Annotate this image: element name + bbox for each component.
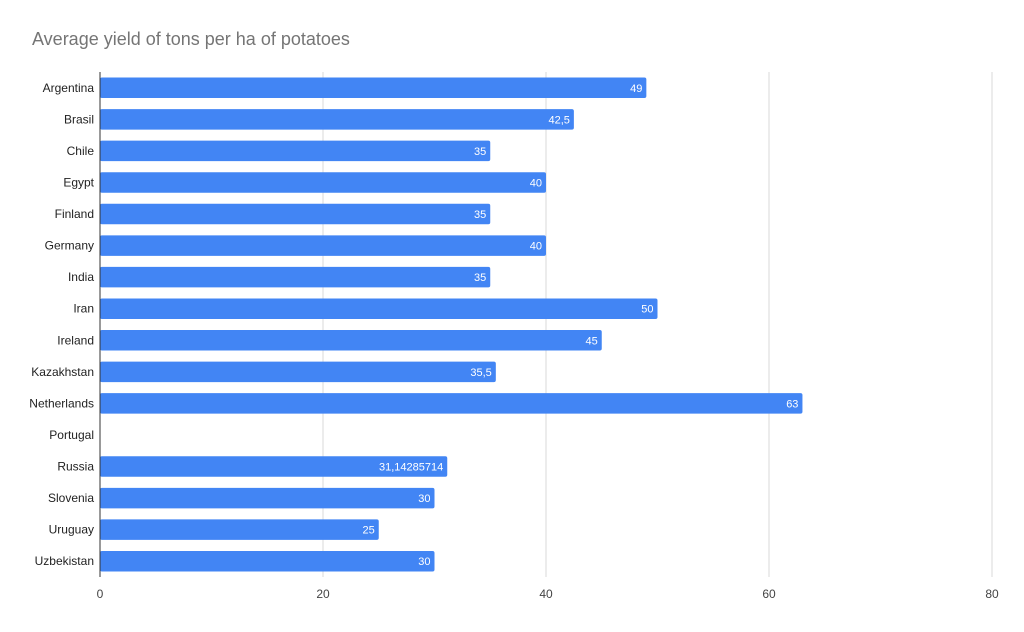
bar <box>100 456 448 477</box>
data-label: 63 <box>786 398 798 410</box>
category-label: India <box>68 270 94 284</box>
data-label: 40 <box>530 177 542 189</box>
bar <box>100 298 658 319</box>
category-label: Brasil <box>64 112 94 126</box>
bar <box>100 109 574 130</box>
category-label: Chile <box>67 144 95 158</box>
data-label: 35,5 <box>470 367 491 379</box>
bar <box>100 487 435 509</box>
bars: 49 42,5 35 40 35 40 35 50 45 35,5 63 31,14285714 30 2… <box>99 72 803 577</box>
data-label: 42,5 <box>548 114 569 126</box>
category-label: Germany <box>45 239 94 253</box>
x-tick-label: 80 <box>985 587 999 601</box>
category-label: Portugal <box>49 428 94 442</box>
data-label: 30 <box>418 493 430 505</box>
category-label: Argentina <box>43 81 95 95</box>
x-tick-label: 40 <box>539 587 553 601</box>
bar <box>100 361 496 383</box>
bar <box>100 203 491 225</box>
data-label: 25 <box>363 525 375 537</box>
x-tick-label: 20 <box>316 587 330 601</box>
x-tick-label: 60 <box>762 587 776 601</box>
bar <box>100 77 647 99</box>
bar <box>100 235 546 256</box>
data-label: 40 <box>530 241 542 253</box>
category-labels: Argentina Brasil Chile Egypt Finland Germany I… <box>29 81 94 568</box>
bar <box>100 393 803 414</box>
category-label: Iran <box>73 302 94 316</box>
bar <box>100 140 491 162</box>
category-label: Uruguay <box>49 523 94 537</box>
category-label: Slovenia <box>48 491 94 505</box>
category-label: Kazakhstan <box>31 365 94 379</box>
data-label: 45 <box>586 335 598 347</box>
category-label: Egypt <box>63 175 94 189</box>
category-label: Uzbekistan <box>35 554 94 568</box>
data-label: 35 <box>474 209 486 221</box>
data-label: 50 <box>641 304 653 316</box>
bar <box>100 519 379 540</box>
data-label: 30 <box>418 556 430 568</box>
x-tick-label: 0 <box>97 587 104 601</box>
x-axis-ticks: 0 20 40 60 80 <box>97 587 999 601</box>
data-label: 31,14285714 <box>379 462 443 474</box>
category-label: Finland <box>55 207 94 221</box>
data-label: 49 <box>630 83 642 95</box>
bar <box>100 172 546 193</box>
bar <box>100 330 602 351</box>
chart-title: Average yield of tons per ha of potatoes <box>32 29 350 49</box>
category-label: Ireland <box>57 333 94 347</box>
category-label: Russia <box>57 460 94 474</box>
data-label: 35 <box>474 146 486 158</box>
bar <box>100 266 491 288</box>
category-label: Netherlands <box>29 396 94 410</box>
data-label: 35 <box>474 272 486 284</box>
bar <box>100 550 435 572</box>
